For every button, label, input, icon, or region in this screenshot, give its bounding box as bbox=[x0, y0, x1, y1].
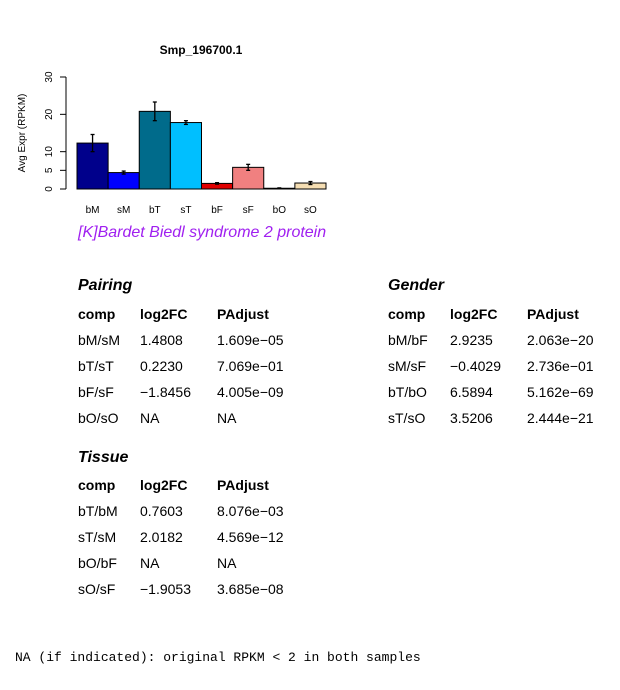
log2fc-cell: 3.5206 bbox=[450, 410, 493, 426]
footnote: NA (if indicated): original RPKM < 2 in … bbox=[15, 650, 421, 665]
y-tick-label: 20 bbox=[44, 108, 55, 120]
comp-cell: bT/bO bbox=[388, 384, 427, 400]
y-axis-label: Avg Expr (RPKM) bbox=[17, 94, 28, 173]
gender-header-row: comp log2FC PAdjust bbox=[388, 306, 620, 326]
x-tick-labels: bM sM bT sT bF sF bO sO bbox=[86, 205, 317, 216]
comp-cell: bO/sO bbox=[78, 410, 119, 426]
padjust-cell: 1.609e−05 bbox=[217, 332, 284, 348]
y-axis: 0 5 10 20 30 bbox=[44, 71, 67, 192]
y-tick-label: 5 bbox=[44, 167, 55, 173]
log2fc-cell: −1.9053 bbox=[140, 581, 191, 597]
log2fc-cell: NA bbox=[140, 410, 160, 426]
table-row: bO/bF NA NA bbox=[78, 555, 318, 575]
padjust-cell: NA bbox=[217, 410, 237, 426]
comp-column-header: comp bbox=[78, 477, 116, 493]
bar-bT bbox=[138, 110, 171, 190]
bar-sM bbox=[107, 172, 140, 190]
comp-cell: sM/sF bbox=[388, 358, 427, 374]
tissue-heading: Tissue bbox=[78, 449, 129, 466]
comp-cell: bM/sM bbox=[78, 332, 120, 348]
expression-bar-chart: Smp_196700.1 Avg Expr (RPKM) 0 5 10 20 30 bM… bbox=[17, 43, 327, 216]
log2fc-cell: NA bbox=[140, 555, 160, 571]
comp-cell: bF/sF bbox=[78, 384, 114, 400]
table-row: bT/bM 0.7603 8.076e−03 bbox=[78, 503, 318, 523]
x-tick-label: sT bbox=[180, 205, 191, 216]
comp-column-header: comp bbox=[78, 306, 116, 322]
padjust-cell: 4.569e−12 bbox=[217, 529, 284, 545]
x-tick-label: bT bbox=[149, 205, 161, 216]
comp-cell: bT/sT bbox=[78, 358, 114, 374]
log2fc-cell: −1.8456 bbox=[140, 384, 191, 400]
comp-cell: bO/bF bbox=[78, 555, 117, 571]
y-tick-label: 0 bbox=[44, 186, 55, 192]
y-tick-label: 10 bbox=[44, 146, 55, 158]
padjust-cell: NA bbox=[217, 555, 237, 571]
comp-cell: bT/bM bbox=[78, 503, 118, 519]
table-row: bM/sM 1.4808 1.609e−05 bbox=[78, 332, 318, 352]
padjust-column-header: PAdjust bbox=[217, 306, 269, 322]
padjust-cell: 3.685e−08 bbox=[217, 581, 284, 597]
x-tick-label: bM bbox=[86, 205, 100, 216]
tissue-section: Tissue comp log2FC PAdjust bT/bM 0.7603 … bbox=[78, 449, 318, 609]
x-tick-label: sM bbox=[117, 205, 130, 216]
x-tick-label: bF bbox=[211, 205, 223, 216]
comp-column-header: comp bbox=[388, 306, 426, 322]
bar-sT bbox=[169, 122, 202, 190]
table-row: bT/sT 0.2230 7.069e−01 bbox=[78, 358, 318, 378]
table-row: bF/sF −1.8456 4.005e−09 bbox=[78, 384, 318, 404]
y-tick-label: 30 bbox=[44, 71, 55, 83]
pairing-header-row: comp log2FC PAdjust bbox=[78, 306, 318, 326]
gender-heading: Gender bbox=[388, 277, 445, 294]
table-row: bM/bF 2.9235 2.063e−20 bbox=[388, 332, 620, 352]
padjust-cell: 5.162e−69 bbox=[527, 384, 594, 400]
padjust-cell: 2.444e−21 bbox=[527, 410, 594, 426]
log2fc-column-header: log2FC bbox=[140, 306, 188, 322]
table-row: sM/sF −0.4029 2.736e−01 bbox=[388, 358, 620, 378]
bars-group bbox=[76, 110, 327, 190]
log2fc-cell: 6.5894 bbox=[450, 384, 493, 400]
pairing-heading: Pairing bbox=[78, 277, 133, 294]
padjust-cell: 4.005e−09 bbox=[217, 384, 284, 400]
padjust-cell: 8.076e−03 bbox=[217, 503, 284, 519]
padjust-cell: 2.063e−20 bbox=[527, 332, 594, 348]
comp-cell: bM/bF bbox=[388, 332, 428, 348]
log2fc-column-header: log2FC bbox=[450, 306, 498, 322]
table-row: sT/sM 2.0182 4.569e−12 bbox=[78, 529, 318, 549]
log2fc-column-header: log2FC bbox=[140, 477, 188, 493]
padjust-column-header: PAdjust bbox=[217, 477, 269, 493]
comp-cell: sO/sF bbox=[78, 581, 116, 597]
table-row: bT/bO 6.5894 5.162e−69 bbox=[388, 384, 620, 404]
padjust-cell: 7.069e−01 bbox=[217, 358, 284, 374]
x-tick-label: sO bbox=[304, 205, 317, 216]
log2fc-cell: 2.9235 bbox=[450, 332, 493, 348]
table-row: sT/sO 3.5206 2.444e−21 bbox=[388, 410, 620, 430]
log2fc-cell: 0.2230 bbox=[140, 358, 183, 374]
x-tick-label: bO bbox=[273, 205, 287, 216]
padjust-cell: 2.736e−01 bbox=[527, 358, 594, 374]
gene-description: [K]Bardet Biedl syndrome 2 protein bbox=[78, 224, 327, 241]
chart-title: Smp_196700.1 bbox=[160, 43, 243, 57]
log2fc-cell: 2.0182 bbox=[140, 529, 183, 545]
comp-cell: sT/sO bbox=[388, 410, 426, 426]
log2fc-cell: −0.4029 bbox=[450, 358, 501, 374]
tissue-header-row: comp log2FC PAdjust bbox=[78, 477, 318, 497]
table-row: bO/sO NA NA bbox=[78, 410, 318, 430]
comp-cell: sT/sM bbox=[78, 529, 117, 545]
gender-section: Gender comp log2FC PAdjust bM/bF 2.9235 … bbox=[388, 277, 620, 437]
log2fc-cell: 1.4808 bbox=[140, 332, 183, 348]
error-bars-group bbox=[90, 101, 313, 190]
x-tick-label: sF bbox=[243, 205, 254, 216]
table-row: sO/sF −1.9053 3.685e−08 bbox=[78, 581, 318, 601]
padjust-column-header: PAdjust bbox=[527, 306, 579, 322]
log2fc-cell: 0.7603 bbox=[140, 503, 183, 519]
pairing-section: Pairing comp log2FC PAdjust bM/sM 1.4808… bbox=[78, 277, 318, 437]
